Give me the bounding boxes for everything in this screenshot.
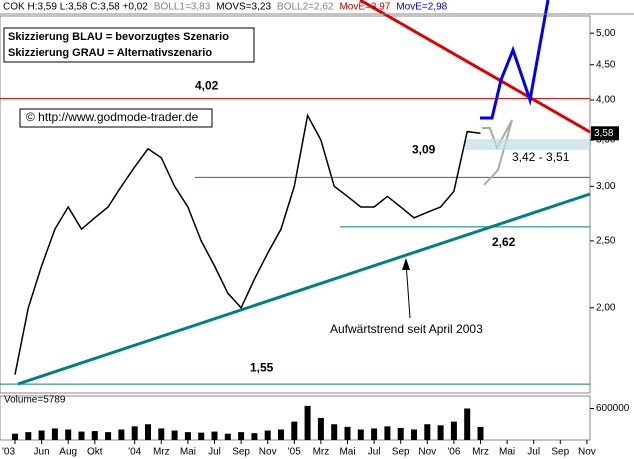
x-tick-label: Sep: [232, 447, 250, 458]
volume-bar: [278, 429, 284, 440]
zone-label: 3,42 - 3,51: [512, 150, 570, 164]
header-item: MOVS=3,23: [216, 2, 271, 13]
header-item: MovE=3,97: [339, 2, 390, 13]
volume-bar: [384, 426, 391, 440]
volume-bar: [38, 430, 45, 440]
volume-bar: [211, 431, 218, 440]
source: © http://www.godmode-trader.de: [26, 110, 199, 124]
volume-bar: [357, 429, 364, 440]
x-tick-label: '06: [447, 447, 460, 458]
volume-bar: [397, 427, 404, 440]
volume-bar: [78, 431, 85, 440]
volume-bar: [331, 424, 338, 440]
volume-bar: [65, 429, 72, 440]
volume-bar: [304, 405, 311, 440]
trend-line: [17, 192, 591, 386]
volume-bar: [371, 428, 378, 440]
x-tick-label: Sep: [392, 447, 410, 458]
level-label: 4,02: [195, 79, 219, 93]
volume-bar: [264, 430, 271, 440]
volume-bar: [424, 424, 431, 440]
y-tick-label: 3,00: [596, 181, 616, 192]
x-tick-label: Mai: [499, 447, 515, 458]
x-tick-label: Okt: [87, 447, 103, 458]
arrow: [405, 261, 411, 319]
y-tick-label: 2,00: [596, 302, 616, 313]
volume-bar: [25, 432, 32, 440]
x-tick-label: Mrz: [313, 447, 330, 458]
x-tick-label: Mrz: [153, 447, 170, 458]
x-tick-label: Nov: [418, 447, 436, 458]
arrow-head: [402, 258, 410, 270]
y-tick-label: 4,00: [596, 95, 616, 106]
notes-box: [3, 27, 255, 63]
y-tick-label: 5,00: [596, 28, 616, 39]
volume-bar: [145, 424, 151, 440]
volume-bar: [251, 433, 258, 440]
volume-bar: [131, 426, 138, 440]
header-item: BOLL2=2,62: [277, 2, 334, 13]
volume-label: Volume=5789: [4, 395, 66, 406]
x-tick-label: '03: [2, 447, 15, 458]
volume-bar: [238, 432, 245, 440]
level-label: 1,55: [250, 360, 274, 374]
volume-bar: [105, 432, 112, 440]
volume-bar: [91, 431, 98, 440]
y-tick-label: 2,50: [596, 236, 616, 247]
price-label: 3,58: [594, 128, 614, 139]
note: Skizzierung BLAU = bevorzugtes Szenario: [8, 31, 229, 43]
note: Skizzierung GRAU = Alternativszenario: [8, 47, 212, 59]
volume-bar: [477, 426, 484, 440]
volume-tick-label: 600000: [596, 403, 630, 414]
volume-bar: [464, 408, 471, 440]
gray-scenario: [482, 119, 513, 186]
volume-bar: [171, 430, 178, 440]
volume-bar: [291, 421, 298, 440]
down-trend-line: [359, 0, 591, 134]
header-item: BOLL1=3,83: [154, 2, 211, 13]
level-label: 2,62: [492, 235, 516, 249]
x-tick-label: Jul: [368, 447, 381, 458]
price-marker: [591, 126, 619, 141]
trend-label: Aufwärtstrend seit April 2003: [330, 322, 483, 336]
header-item: MovE=2,98: [396, 2, 447, 13]
x-tick-label: '04: [128, 447, 141, 458]
zone: [465, 139, 590, 150]
volume-bar: [12, 433, 18, 440]
volume-bar: [51, 428, 58, 440]
x-tick-label: Aug: [59, 447, 77, 458]
volume-bar: [411, 429, 417, 440]
blue-scenario: [480, 0, 550, 120]
volume-bar: [224, 433, 231, 440]
x-tick-label: Jun: [34, 447, 50, 458]
volume-bar: [317, 417, 324, 440]
volume-bar: [450, 421, 457, 440]
volume-bar: [344, 426, 351, 440]
volume-bar: [437, 425, 444, 440]
source-box: [19, 108, 213, 128]
volume-bar: [184, 432, 191, 440]
header-item: COK H:3,59 L:3,58 C:3,58 +0,02: [3, 2, 148, 13]
x-tick-label: Jul: [208, 447, 221, 458]
volume-bar: [118, 429, 125, 440]
x-tick-label: Nov: [259, 447, 277, 458]
x-tick-label: Mai: [339, 447, 355, 458]
x-tick-label: '05: [288, 447, 301, 458]
volume-bar: [198, 432, 205, 440]
x-tick-label: Mai: [180, 447, 196, 458]
x-tick-label: Sep: [551, 447, 569, 458]
y-tick-label: 4,50: [596, 59, 616, 70]
x-tick-label: Mrz: [472, 447, 489, 458]
price-line: [14, 113, 481, 375]
x-tick-label: Jul: [527, 447, 540, 458]
level-label: 3,09: [412, 143, 436, 157]
volume-bar: [158, 428, 165, 440]
price-frame: [0, 15, 591, 394]
x-tick-label: Nov: [578, 447, 596, 458]
